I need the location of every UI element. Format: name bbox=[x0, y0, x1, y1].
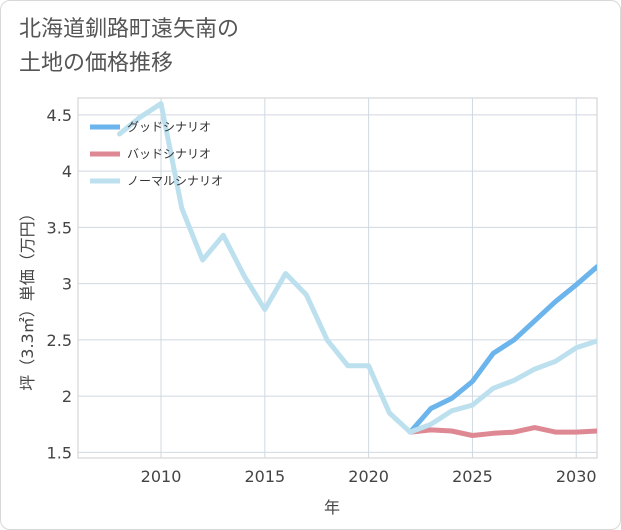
tick-labels: 2010 2015 2020 2025 2030 1.5 2 2.5 3 3.5 4 4.5 bbox=[47, 106, 597, 486]
y-axis-label: 坪（3.3㎡）単価（万円） bbox=[18, 205, 37, 390]
series-line-2 bbox=[407, 425, 597, 438]
series-line-3 bbox=[117, 101, 597, 435]
title-line-2: 土地の価格推移 bbox=[19, 51, 174, 76]
series-line-1 bbox=[407, 264, 597, 435]
x-tick-label: 2010 bbox=[141, 467, 182, 486]
x-tick-label: 2015 bbox=[244, 467, 285, 486]
legend-label: バッドシナリオ bbox=[127, 147, 211, 161]
y-tick-label: 4.5 bbox=[47, 106, 72, 125]
plot-area bbox=[77, 97, 598, 459]
legend-label: ノーマルシナリオ bbox=[127, 174, 223, 188]
grid-lines bbox=[78, 98, 597, 458]
x-axis-label: 年 bbox=[324, 498, 340, 517]
series-group bbox=[117, 101, 597, 438]
x-tick-label: 2025 bbox=[452, 467, 493, 486]
y-tick-label: 2.5 bbox=[47, 331, 72, 350]
x-tick-label: 2030 bbox=[556, 467, 597, 486]
legend-label: グッドシナリオ bbox=[127, 120, 211, 134]
y-tick-label: 3.5 bbox=[47, 218, 72, 237]
y-tick-label: 1.5 bbox=[47, 443, 72, 462]
y-tick-label: 3 bbox=[62, 275, 72, 294]
page-title: 北海道釧路町遠矢南の 土地の価格推移 bbox=[19, 13, 239, 81]
title-line-1: 北海道釧路町遠矢南の bbox=[19, 17, 240, 42]
y-tick-label: 2 bbox=[62, 387, 72, 406]
y-tick-label: 4 bbox=[62, 162, 72, 181]
x-tick-label: 2020 bbox=[348, 467, 389, 486]
